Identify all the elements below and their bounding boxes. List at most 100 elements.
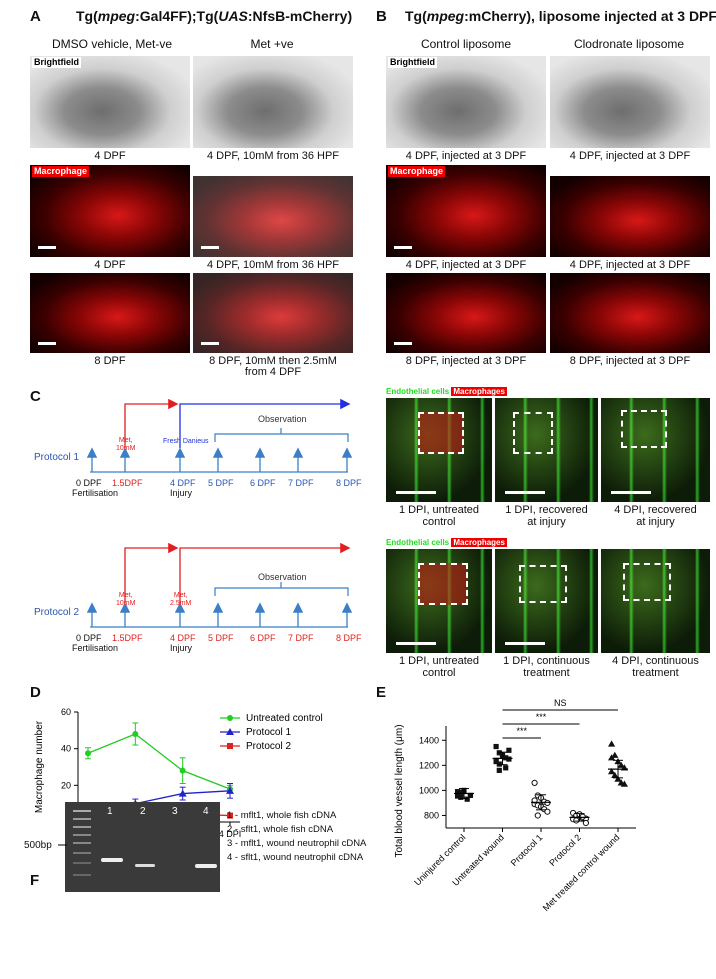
data-point: [226, 786, 234, 794]
data-point: [534, 812, 541, 819]
image-a-mac-met-4dpf: [193, 176, 353, 257]
caption: 4 DPF, 10mM from 36 HPF: [206, 150, 340, 162]
caption: 8 DPF, 10mM then 2.5mM: [209, 355, 337, 367]
legend-row1: Endothelial cells Macrophages: [386, 387, 507, 396]
caption: 8 DPF: [94, 355, 126, 367]
tick-7dpf: 7 DPF: [288, 478, 314, 488]
protocol-timelines: [86, 398, 353, 628]
data-point: [573, 817, 580, 824]
tick-7dpf: 7 DPF: [288, 633, 314, 643]
series-line: [87, 733, 231, 790]
y-tick-label: 60: [61, 707, 71, 717]
data-point: [458, 794, 464, 800]
image-c-row1-untreated: [386, 398, 492, 502]
caption: 4 DPF, injected at 3 DPF: [405, 150, 527, 162]
panel-a-title: Tg(mpeg:Gal4FF);Tg(UAS:NfsB-mCherry): [76, 8, 353, 24]
panel-a-col2-title: Met +ve: [250, 37, 294, 51]
caption: 8 DPF, injected at 3 DPF: [569, 355, 691, 367]
caption: 1 DPI, recovered at injury: [505, 504, 588, 528]
lane-label: 4: [203, 806, 209, 817]
data-point: [544, 808, 551, 815]
data-point: [611, 771, 619, 778]
panel-a-col1-title: DMSO vehicle, Met-ve: [51, 37, 173, 51]
tick-8dpf: 8 DPF: [336, 633, 362, 643]
panel-a-label: A: [30, 8, 41, 25]
data-point: [464, 796, 470, 802]
tick-6dpf: 6 DPF: [250, 633, 276, 643]
observation-label-2: Observation: [258, 572, 307, 582]
tick-5dpf: 5 DPF: [208, 633, 234, 643]
data-point: [506, 756, 512, 762]
y-tick-label: 1000: [419, 785, 439, 795]
data-point: [455, 789, 461, 795]
image-c-row2-untreated: [386, 549, 492, 653]
caption: 4 DPI, recovered at injury: [614, 504, 697, 528]
tick-1-5dpf: 1.5DPF: [112, 478, 143, 488]
image-a-mac-dmso-8dpf: [30, 273, 190, 353]
tick-8dpf: 8 DPF: [336, 478, 362, 488]
legend-label: Untreated control: [246, 713, 323, 724]
tick-6dpf: 6 DPF: [250, 478, 276, 488]
significance-label: ***: [516, 726, 527, 736]
legend-marker: [226, 728, 234, 735]
image-a-bf-met: [193, 56, 353, 148]
caption: 1 DPI, untreated control: [398, 504, 480, 528]
data-point: [227, 812, 233, 819]
y-tick-label: 40: [61, 744, 71, 754]
image-c-row1-recovered-4dpi: [601, 398, 710, 502]
marker-label: 500bp: [24, 840, 52, 851]
caption: 8 DPF, injected at 3 DPF: [405, 355, 527, 367]
met-label-1: Met, 10mM: [116, 437, 136, 452]
met-label-2b: Met, 2.5mM: [170, 592, 192, 607]
data-point: [608, 740, 616, 747]
met-label-2a: Met, 10mM: [116, 592, 136, 607]
panel-b-col2-title: Clodronate liposome: [573, 37, 685, 51]
image-b-mac-clod-8dpf: [550, 273, 710, 353]
macrophage-tag: Macrophage: [32, 166, 90, 177]
y-tick-label: 20: [61, 780, 71, 790]
data-point: [496, 761, 502, 767]
data-point: [608, 768, 616, 775]
data-point: [132, 731, 139, 737]
macrophage-tag: Macrophage: [388, 166, 446, 177]
data-point: [579, 813, 586, 820]
vessel-length-scatter: 800 1000 1200 1400 Total blood vessel length…: [394, 698, 636, 913]
panel-c-label: C: [30, 388, 41, 405]
data-point: [544, 799, 551, 807]
y-axis-label: Macrophage number: [34, 720, 45, 813]
significance-label: NS: [554, 698, 567, 708]
image-c-row2-continuous-4dpi: [601, 549, 710, 653]
legend-label: Protocol 2: [246, 741, 291, 752]
data-point: [467, 792, 473, 799]
gel-band: [135, 864, 155, 867]
data-point: [503, 755, 509, 761]
brightfield-tag: Brightfield: [388, 57, 437, 68]
data-point: [614, 775, 622, 782]
data-point: [85, 750, 91, 757]
y-tick-label: 1200: [419, 760, 439, 770]
observation-label-1: Observation: [258, 414, 307, 424]
data-point: [178, 789, 187, 797]
caption: 4 DPI, continuous treatment: [612, 655, 699, 679]
data-point: [611, 751, 619, 758]
panel-b-title: Tg(mpeg:mCherry), liposome injected at 3…: [405, 8, 716, 24]
data-point: [620, 780, 628, 787]
caption: 4 DPF, injected at 3 DPF: [569, 150, 691, 162]
image-a-mac-dmso-4dpf: Macrophage: [30, 165, 190, 257]
data-point: [179, 767, 186, 774]
data-point: [496, 767, 502, 773]
panel-f-label: F: [30, 872, 40, 889]
caption: 4 DPF: [94, 150, 126, 162]
caption: 4 DPF, 10mM from 36 HPF: [206, 259, 340, 271]
image-c-row2-continuous-1dpi: [495, 549, 598, 653]
data-point: [455, 793, 461, 799]
data-point: [493, 757, 499, 763]
data-point: [493, 743, 499, 750]
y-axis-label: Total blood vessel length (μm): [394, 724, 405, 857]
panel-e-label: E: [376, 684, 387, 701]
data-point: [608, 754, 616, 761]
legend-marker: [227, 715, 233, 721]
fresh-label: Fresh Danieus: [163, 438, 209, 445]
image-b-bf-control: Brightfield: [386, 56, 546, 148]
gel-band: [101, 858, 123, 862]
